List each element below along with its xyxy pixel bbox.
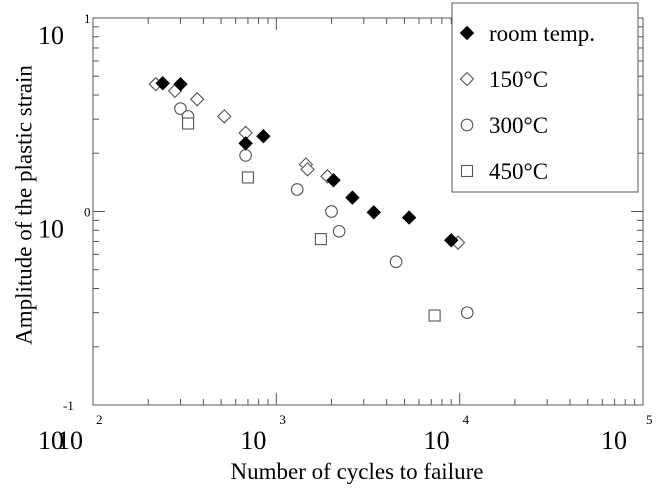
- data-point: [189, 92, 205, 107]
- data-point: [345, 190, 360, 205]
- data-points: [148, 76, 474, 322]
- data-point: [326, 173, 341, 188]
- y-tick-label: 10 0: [38, 205, 91, 244]
- data-point: [216, 109, 232, 124]
- data-point: [401, 210, 417, 225]
- data-point: [460, 306, 474, 320]
- y-tick-exponent: 1: [84, 11, 91, 26]
- x-tick-base: 10: [57, 426, 83, 455]
- x-tick-labels: 10 2 10 3 10 4 10 5: [57, 412, 653, 455]
- legend-item: 300°C: [460, 113, 548, 138]
- data-point: [174, 102, 187, 116]
- y-tick-label: 10 1: [38, 11, 91, 50]
- legend-marker: [459, 25, 475, 41]
- legend-item: 450°C: [460, 159, 548, 184]
- data-point: [389, 255, 403, 269]
- y-tick-label: 10 -1: [38, 398, 74, 455]
- legend: room temp. 150°C 300°C 450°C: [451, 2, 639, 193]
- legend-box: [451, 2, 639, 193]
- legend-label: 450°C: [489, 159, 548, 184]
- x-tick-base: 10: [424, 426, 450, 455]
- data-point: [332, 224, 346, 238]
- x-tick-exponent: 2: [96, 412, 103, 427]
- data-point: [444, 233, 459, 248]
- x-tick-label: 10 4: [424, 412, 470, 455]
- x-tick-base: 10: [601, 426, 627, 455]
- data-point: [325, 205, 338, 218]
- legend-item: room temp.: [459, 21, 595, 46]
- data-point: [428, 309, 441, 322]
- legend-label: room temp.: [489, 21, 595, 46]
- legend-label: 300°C: [489, 113, 548, 138]
- x-tick-label: 10 2: [57, 412, 103, 455]
- data-point: [182, 117, 195, 130]
- series-diamond-filled: [155, 76, 459, 248]
- data-point: [314, 233, 327, 246]
- x-tick-exponent: 3: [279, 412, 286, 427]
- legend-label: 150°C: [489, 67, 548, 92]
- y-axis-title: Amplitude of the plastic strain: [11, 65, 36, 345]
- series-circle-open: [174, 102, 474, 320]
- legend-marker: [460, 118, 474, 132]
- legend-marker: [459, 71, 475, 87]
- y-tick-base: 10: [38, 215, 64, 244]
- y-tick-exponent: 0: [84, 205, 91, 220]
- x-tick-exponent: 4: [463, 412, 470, 427]
- data-point: [238, 136, 253, 151]
- x-tick-label: 10 3: [240, 412, 286, 455]
- x-tick-base: 10: [240, 426, 266, 455]
- series-square-open: [182, 117, 441, 322]
- series-diamond-open: [148, 76, 466, 250]
- legend-item: 150°C: [459, 67, 548, 92]
- data-point: [155, 76, 170, 91]
- data-point: [256, 128, 271, 144]
- data-point: [366, 205, 381, 220]
- y-tick-base: 10: [38, 426, 64, 455]
- plot-area: 10 2 10 3 10 4 10 5 10 1 10 0 10 -1: [38, 11, 653, 455]
- legend-marker: [460, 164, 474, 178]
- y-tick-exponent: -1: [63, 398, 74, 413]
- major-ticks: [93, 18, 643, 405]
- y-tick-base: 10: [38, 21, 64, 50]
- data-point: [290, 183, 304, 196]
- x-tick-label: 10 5: [601, 412, 653, 455]
- y-tick-labels: 10 1 10 0 10 -1: [38, 11, 91, 455]
- data-point: [241, 171, 254, 184]
- data-point: [239, 149, 252, 162]
- data-point: [300, 162, 315, 177]
- x-tick-exponent: 5: [646, 412, 653, 427]
- x-axis-title: Number of cycles to failure: [231, 459, 484, 484]
- data-point: [173, 76, 188, 92]
